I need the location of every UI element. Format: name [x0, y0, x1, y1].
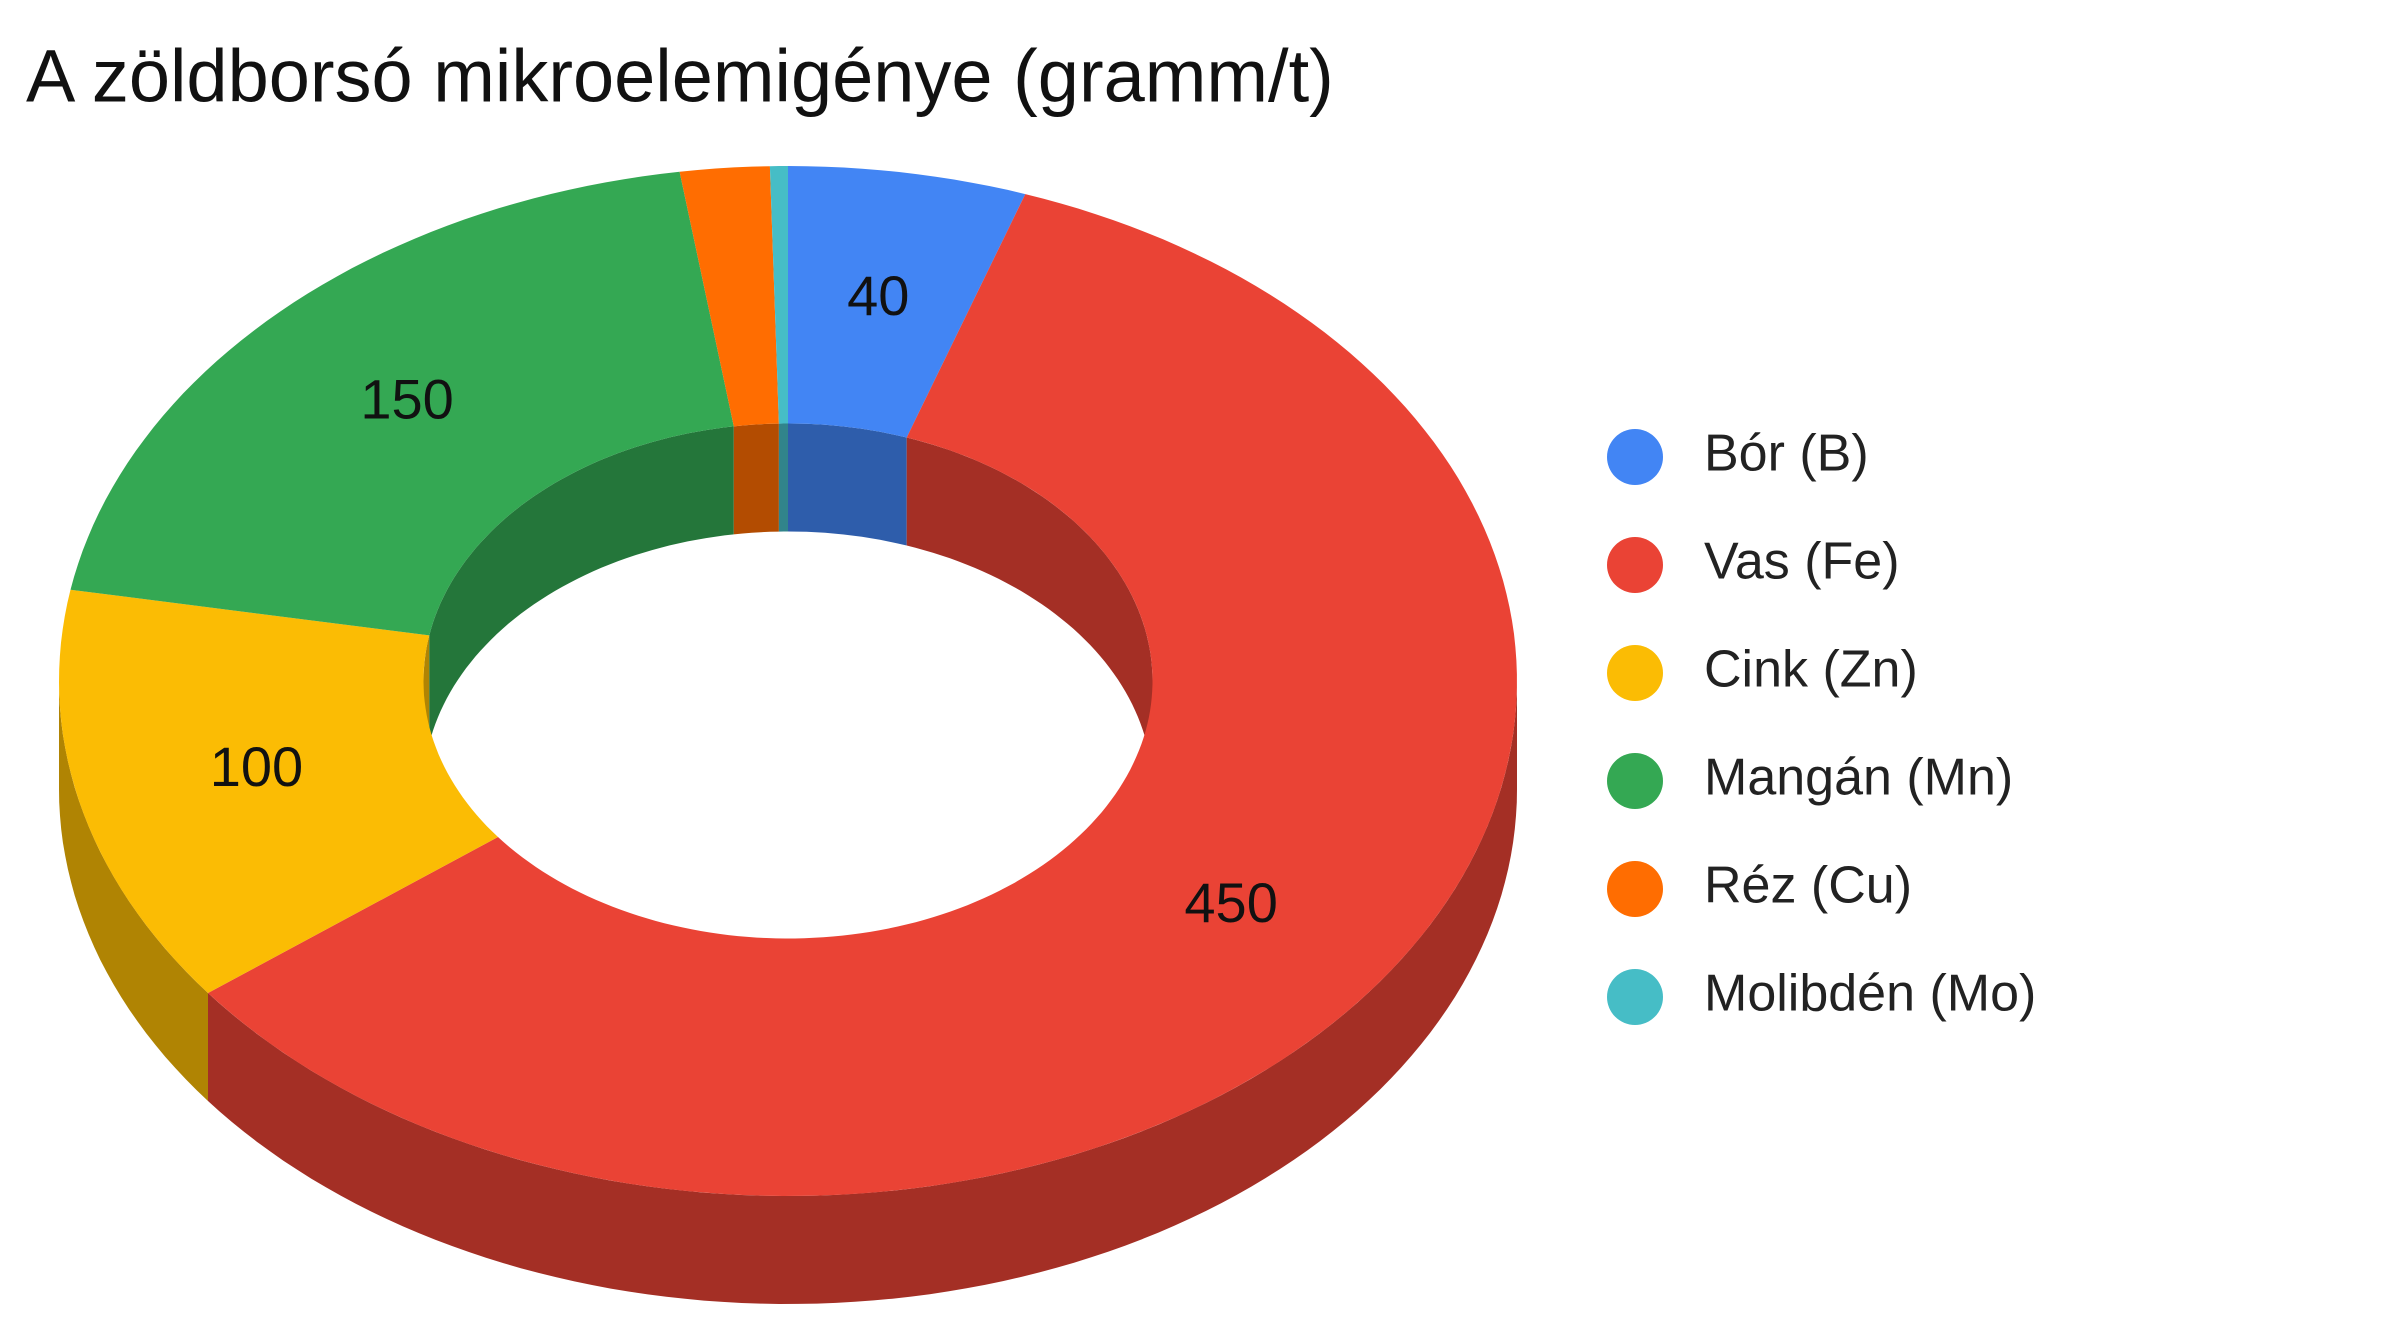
slice-inner-wall: [429, 426, 734, 744]
legend-marker: [1607, 645, 1663, 701]
value-label: 100: [210, 735, 303, 798]
legend-label: Réz (Cu): [1704, 857, 1912, 915]
value-label: 40: [847, 264, 909, 327]
legend-marker: [1607, 537, 1663, 593]
slice: [70, 171, 734, 636]
slice-inner-wall: [733, 423, 779, 535]
slice-inner-wall: [778, 423, 788, 532]
legend-label: Molibdén (Mo): [1704, 965, 2036, 1023]
legend-label: Bór (B): [1704, 425, 1869, 483]
slice-inner-wall: [906, 437, 1153, 789]
slice: [679, 166, 779, 427]
legend-label: Mangán (Mn): [1704, 749, 2013, 807]
slice: [59, 589, 498, 993]
value-label: 150: [360, 368, 453, 431]
value-label: 450: [1184, 871, 1277, 934]
legend-marker: [1607, 753, 1663, 809]
legend-marker: [1607, 969, 1663, 1025]
legend-marker: [1607, 429, 1663, 485]
slice: [208, 194, 1517, 1197]
slice: [788, 166, 1026, 438]
slice: [769, 166, 788, 424]
legend-label: Vas (Fe): [1704, 533, 1900, 591]
chart-title: A zöldborsó mikroelemigénye (gramm/t): [26, 35, 1334, 118]
slice-inner-wall: [788, 423, 907, 546]
slice-outer-wall: [59, 681, 208, 1101]
legend-marker: [1607, 861, 1663, 917]
slice-outer-wall: [208, 681, 1517, 1304]
legend-label: Cink (Zn): [1704, 641, 1918, 699]
